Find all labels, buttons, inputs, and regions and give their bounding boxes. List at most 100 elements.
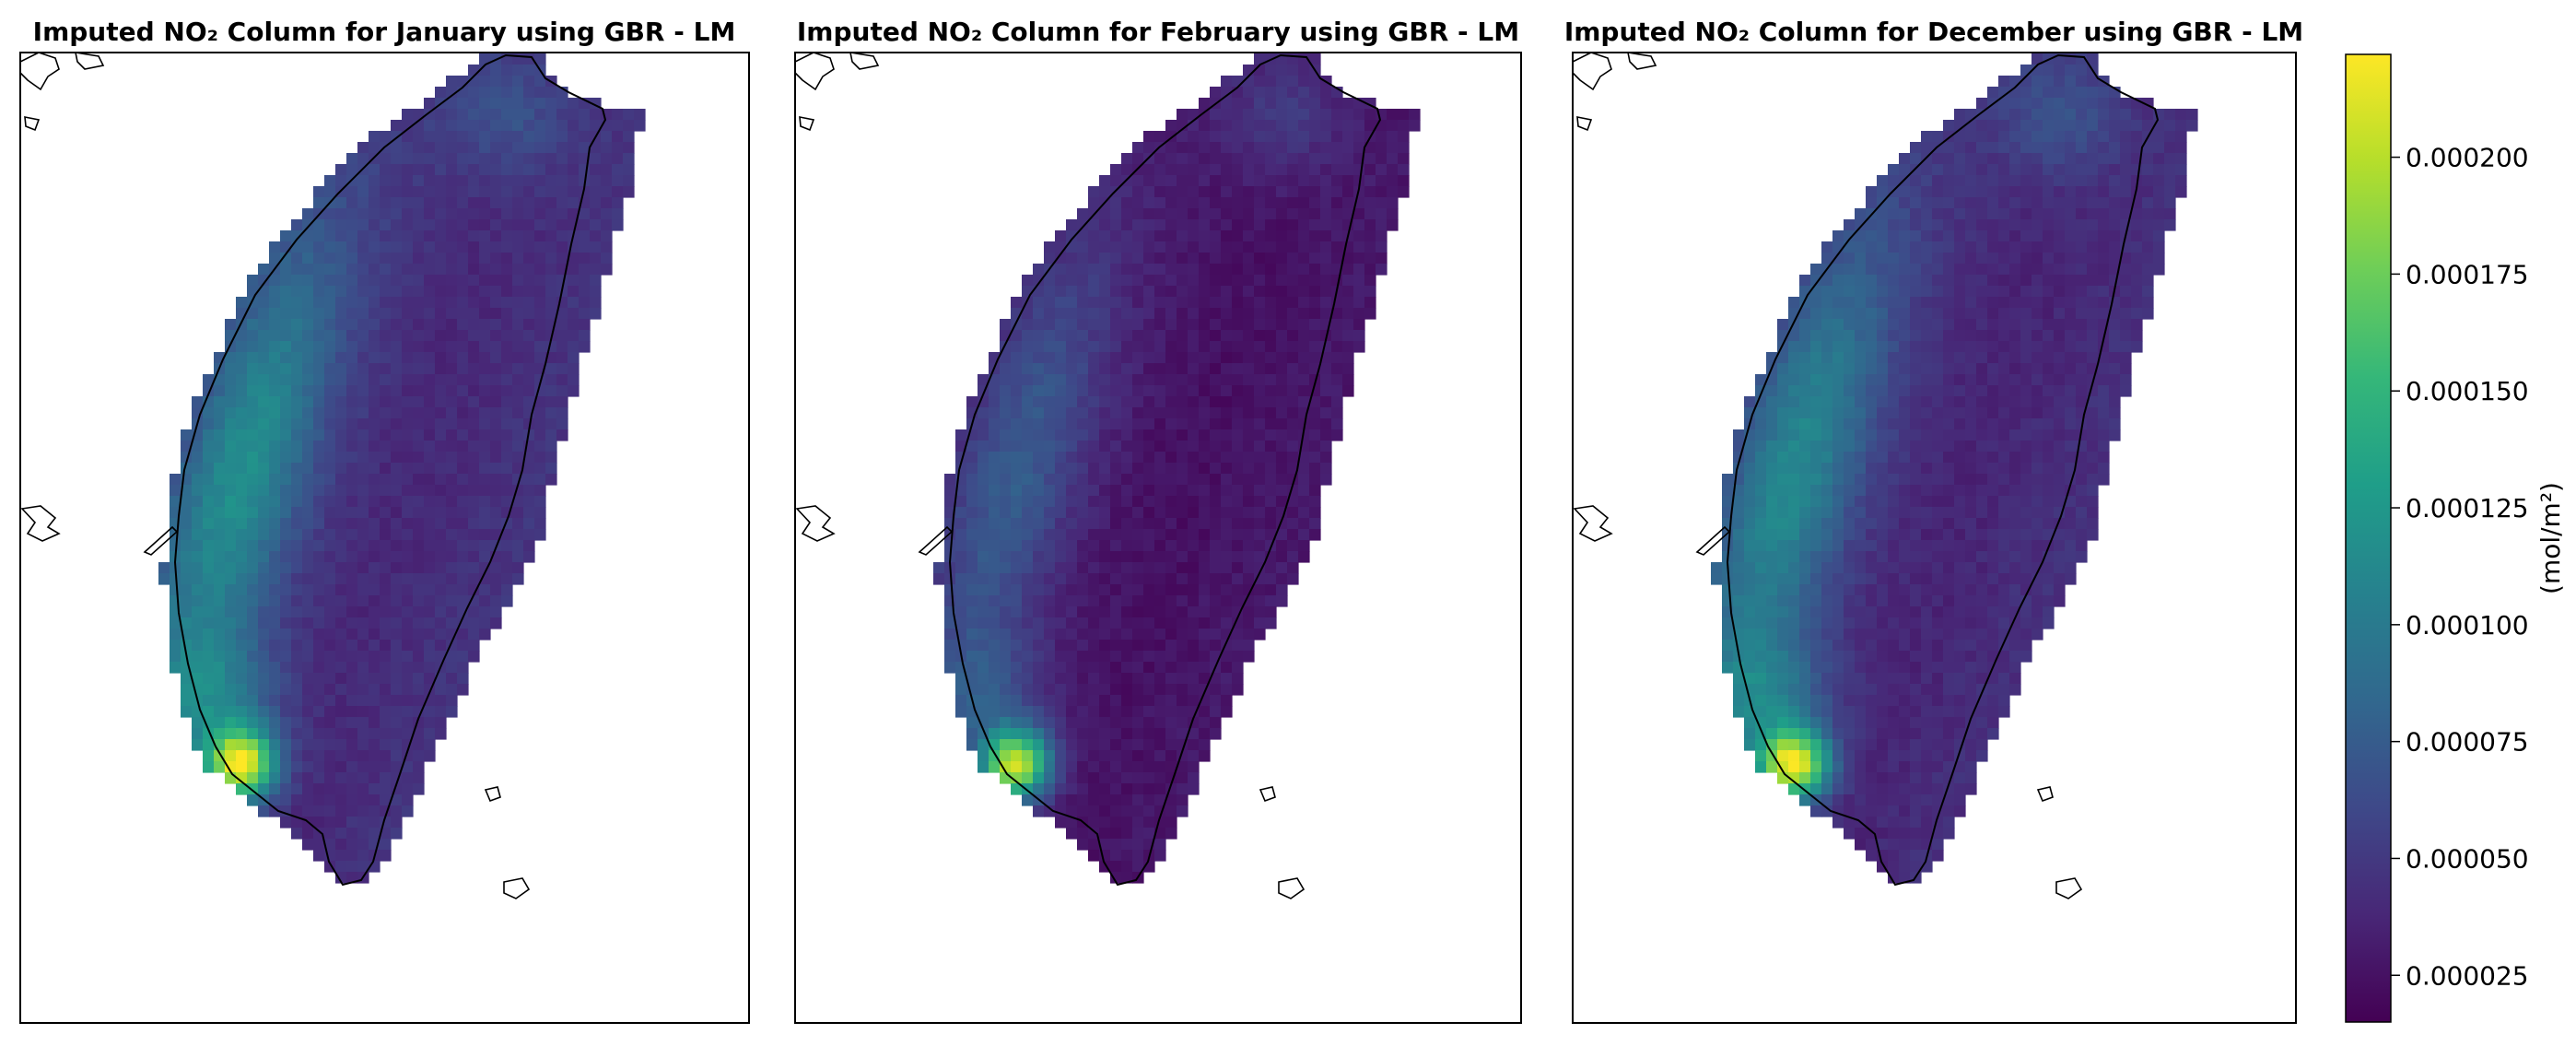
heatmap-cell (1844, 407, 1856, 419)
heatmap-cell (2087, 120, 2099, 132)
heatmap-cell (1243, 352, 1255, 364)
heatmap-cell (1177, 695, 1188, 707)
heatmap-cell (192, 551, 204, 563)
heatmap-cell (380, 761, 392, 773)
heatmap-cell (1188, 695, 1200, 707)
heatmap-cell (269, 750, 281, 762)
heatmap-cell (545, 208, 557, 220)
heatmap-cell (2109, 319, 2121, 331)
heatmap-cell (490, 153, 502, 165)
heatmap-cell (1309, 109, 1321, 121)
heatmap-cell (225, 617, 237, 629)
heatmap-cell (1777, 441, 1789, 452)
heatmap-cell (468, 87, 480, 99)
heatmap-cell (413, 772, 425, 784)
heatmap-cell (1298, 496, 1310, 508)
heatmap-cell (402, 241, 414, 253)
heatmap-cell (1832, 407, 1844, 419)
heatmap-cell (225, 518, 237, 530)
heatmap-cell (346, 308, 358, 320)
heatmap-cell (1044, 374, 1056, 386)
heatmap-cell (291, 286, 303, 298)
heatmap-cell (291, 463, 303, 475)
heatmap-cell (1877, 275, 1889, 287)
heatmap-cell (966, 496, 978, 508)
heatmap-cell (1353, 230, 1365, 242)
heatmap-cell (1243, 241, 1255, 253)
heatmap-cell (1143, 783, 1155, 795)
heatmap-cell (280, 684, 292, 696)
heatmap-cell (978, 606, 989, 618)
heatmap-cell (225, 374, 237, 386)
heatmap-cell (1342, 308, 1354, 320)
heatmap-cell (1287, 551, 1299, 563)
heatmap-cell (1276, 120, 1288, 132)
heatmap-cell (346, 396, 358, 408)
heatmap-cell (192, 595, 204, 607)
heatmap-cell (1342, 330, 1354, 342)
heatmap-cell (1055, 595, 1067, 607)
heatmap-cell (1154, 551, 1166, 563)
heatmap-cell (1099, 606, 1111, 618)
heatmap-cell (435, 219, 447, 231)
heatmap-cell (1000, 673, 1012, 685)
heatmap-cell (1855, 308, 1867, 320)
heatmap-cell (1066, 429, 1078, 441)
heatmap-cell (1799, 429, 1811, 441)
heatmap-cell (1221, 551, 1233, 563)
heatmap-cell (1309, 352, 1321, 364)
heatmap-cell (1932, 330, 1944, 342)
heatmap-cell (302, 573, 314, 585)
heatmap-cell (225, 584, 237, 596)
heatmap-cell (1243, 142, 1255, 154)
heatmap-cell (490, 131, 502, 143)
heatmap-cell (479, 374, 491, 386)
heatmap-cell (236, 474, 248, 486)
heatmap-cell (1143, 153, 1155, 165)
heatmap-cell (468, 65, 480, 76)
heatmap-cell (413, 363, 425, 375)
heatmap-cell (2020, 264, 2032, 276)
heatmap-cell (1755, 463, 1767, 475)
heatmap-cell (1154, 706, 1166, 718)
heatmap-cell (1254, 330, 1266, 342)
heatmap-cell (236, 695, 248, 707)
heatmap-cell (1121, 540, 1133, 552)
heatmap-cell (1866, 253, 1878, 264)
heatmap-cell (1066, 562, 1078, 574)
axes-frame (19, 52, 750, 1024)
heatmap-cell (490, 385, 502, 397)
heatmap-cell (380, 750, 392, 762)
heatmap-cell (490, 175, 502, 187)
heatmap-cell (1132, 363, 1144, 375)
heatmap-cell (1099, 330, 1111, 342)
heatmap-cell (2087, 175, 2099, 187)
heatmap-cell (380, 396, 392, 408)
heatmap-cell (1976, 208, 1988, 220)
heatmap-cell (424, 573, 436, 585)
heatmap-cell (1932, 308, 1944, 320)
heatmap-cell (380, 463, 392, 475)
heatmap-cell (203, 518, 215, 530)
heatmap-cell (203, 717, 215, 729)
heatmap-cell (523, 186, 535, 198)
heatmap-cell (1055, 297, 1067, 309)
heatmap-cell (380, 153, 392, 165)
heatmap-cell (369, 429, 381, 441)
heatmap-cell (2065, 241, 2077, 253)
heatmap-cell (302, 264, 314, 276)
heatmap-cell (258, 629, 270, 641)
heatmap-cell (1921, 175, 1933, 187)
heatmap-cell (291, 629, 303, 641)
heatmap-cell (335, 352, 347, 364)
heatmap-cell (291, 617, 303, 629)
heatmap-cell (1254, 396, 1266, 408)
heatmap-cell (534, 109, 546, 121)
heatmap-cell (1276, 98, 1288, 110)
heatmap-cell (446, 418, 458, 430)
heatmap-cell (1132, 164, 1144, 176)
heatmap-cell (446, 595, 458, 607)
heatmap-cell (1965, 275, 1977, 287)
heatmap-cell (1733, 429, 1745, 441)
heatmap-cell (291, 817, 303, 829)
